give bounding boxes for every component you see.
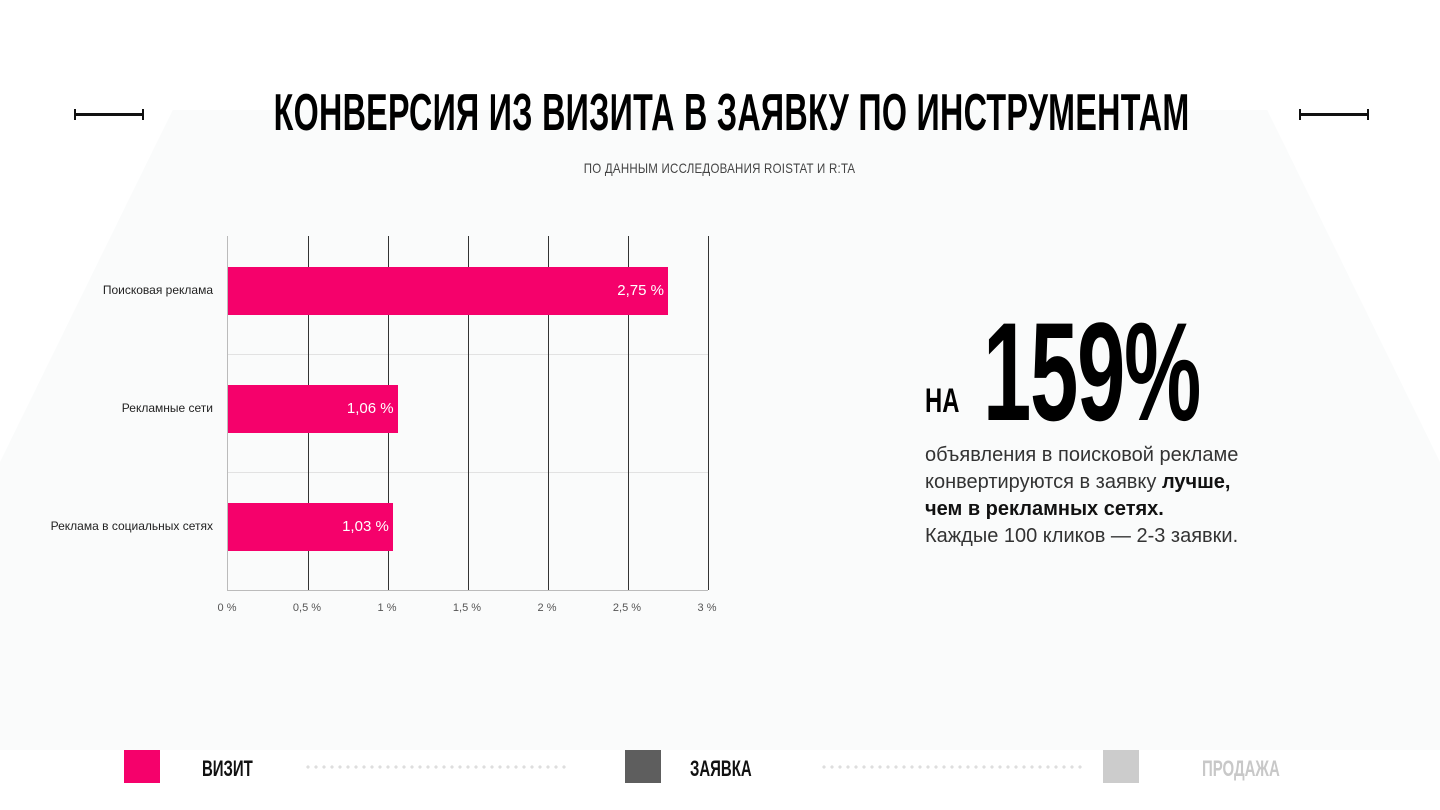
- subtitle: ПО ДАННЫМ ИССЛЕДОВАНИЯ ROISTAT И R:TA: [0, 160, 1440, 176]
- x-tick-label: 1 %: [377, 602, 397, 614]
- stat-description: объявления в поисковой рекламе конвертир…: [925, 442, 1325, 550]
- bar: 1,06 %: [228, 385, 398, 433]
- title-row: КОНВЕРСИЯ ИЗ ВИЗИТА В ЗАЯВКУ ПО ИНСТРУМЕ…: [0, 82, 1440, 144]
- bar-value-label: 2,75 %: [617, 282, 664, 299]
- category-label: Поисковая реклама: [102, 283, 213, 297]
- stat-value: 159%: [983, 293, 1201, 450]
- stat-line-2: конвертируются в заявку: [925, 471, 1162, 493]
- dotted-connector: [304, 765, 566, 769]
- stat-prefix: НА: [925, 382, 960, 420]
- stat-line-3-bold: чем в рекламных сетях.: [925, 498, 1164, 520]
- stat-line-4: Каждые 100 кликов — 2-3 заявки.: [925, 525, 1239, 547]
- category-label: Рекламные сети: [121, 401, 213, 415]
- bar: 1,03 %: [228, 503, 393, 551]
- bar: 2,75 %: [228, 267, 668, 315]
- x-tick-label: 2,5 %: [612, 602, 642, 614]
- right-bracket-decoration: [1299, 109, 1369, 120]
- x-tick-label: 2 %: [537, 602, 557, 614]
- plot-area: 2,75 % 1,06 % 1,03 %: [227, 236, 709, 591]
- grid-line: [708, 236, 709, 590]
- left-bracket-decoration: [74, 109, 144, 120]
- grid-line: [468, 236, 469, 590]
- visit-swatch: [124, 750, 160, 783]
- request-swatch: [625, 750, 661, 783]
- bar-chart: 2,75 % 1,06 % 1,03 % Поисковая реклама Рекл…: [40, 230, 740, 630]
- funnel-step-visit: ВИЗИТ: [202, 756, 253, 781]
- category-label: Реклама в социальных сетях: [50, 519, 213, 533]
- x-tick-label: 1,5 %: [452, 602, 482, 614]
- subtitle-text: ПО ДАННЫМ ИССЛЕДОВАНИЯ ROISTAT И R:TA: [584, 160, 856, 176]
- bar-value-label: 1,06 %: [346, 400, 394, 417]
- dotted-connector: [820, 765, 1082, 769]
- x-tick-label: 3 %: [697, 602, 717, 614]
- bar-value-label: 1,03 %: [342, 518, 389, 535]
- stat-line-1: объявления в поисковой рекламе: [925, 444, 1239, 466]
- x-tick-label: 0 %: [217, 602, 237, 614]
- stat-line-2-bold: лучше,: [1161, 471, 1231, 493]
- grid-line: [628, 236, 629, 590]
- sale-swatch: [1103, 750, 1139, 783]
- funnel-legend: ВИЗИТ ЗАЯВКА ПРОДАЖА: [0, 750, 1440, 786]
- page-title: КОНВЕРСИЯ ИЗ ВИЗИТА В ЗАЯВКУ ПО ИНСТРУМЕ…: [273, 84, 1190, 142]
- grid-line: [548, 236, 549, 590]
- funnel-step-sale: ПРОДАЖА: [1202, 756, 1280, 781]
- x-tick-label: 0,5 %: [292, 602, 322, 614]
- funnel-step-request: ЗАЯВКА: [690, 756, 752, 781]
